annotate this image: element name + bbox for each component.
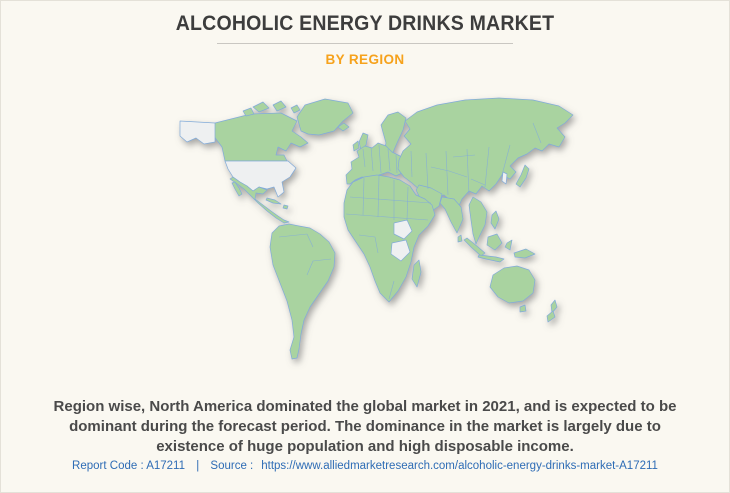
subtitle-by-region: BY REGION	[325, 52, 405, 67]
region-sulawesi	[504, 239, 513, 251]
region-south-korea	[501, 171, 508, 185]
region-indochina	[468, 196, 488, 245]
region-madagascar	[411, 259, 422, 288]
region-africa-muted-country-2	[390, 239, 411, 262]
footer-bar: Report Code : A17211 | Source : https://w…	[1, 460, 729, 472]
region-tasmania	[519, 304, 527, 313]
summary-line-2: dominant during the forecast period. The…	[69, 418, 661, 435]
summary-text: Region wise, North America dominated the…	[1, 397, 729, 457]
region-new-zealand-north	[550, 299, 558, 314]
summary-line-1: Region wise, North America dominated the…	[53, 398, 677, 415]
region-sri-lanka	[457, 234, 463, 243]
world-map	[101, 87, 631, 377]
region-arabian-peninsula	[415, 184, 443, 214]
region-india	[439, 196, 464, 234]
region-iceland	[337, 122, 350, 132]
footer-separator: |	[196, 460, 200, 472]
region-canada	[212, 112, 309, 162]
summary-line-3: existence of huge population and high di…	[156, 438, 574, 455]
region-mexico-central-america	[229, 176, 290, 224]
region-africa-muted-country-1	[393, 219, 413, 240]
region-australia	[489, 265, 536, 304]
report-code: Report Code : A17211	[72, 460, 185, 472]
region-new-guinea	[513, 248, 536, 259]
region-java	[477, 254, 505, 263]
region-arctic-island	[242, 107, 255, 117]
region-hispaniola	[282, 204, 289, 210]
region-japan	[515, 164, 530, 188]
region-alaska	[179, 120, 216, 145]
region-cuba	[265, 197, 282, 205]
source-url-link[interactable]: https://www.alliedmarketresearch.com/alc…	[261, 460, 658, 472]
region-new-zealand-south	[546, 310, 556, 323]
region-arctic-island	[252, 101, 270, 113]
region-arctic-island	[290, 104, 301, 114]
region-south-america	[269, 223, 336, 360]
region-africa	[343, 174, 436, 303]
world-map-svg	[179, 97, 574, 360]
page-title: ALCOHOLIC ENERGY DRINKS MARKET	[175, 12, 555, 35]
source-label: Source :	[210, 460, 254, 472]
region-arctic-island	[272, 100, 287, 112]
region-ireland	[352, 140, 360, 152]
country-border-lines	[278, 122, 542, 300]
region-borneo	[486, 233, 503, 251]
region-baja-california	[231, 181, 243, 197]
title-divider	[217, 43, 513, 44]
region-sumatra	[463, 237, 486, 257]
region-philippines	[490, 210, 500, 230]
region-greenland	[296, 98, 354, 136]
